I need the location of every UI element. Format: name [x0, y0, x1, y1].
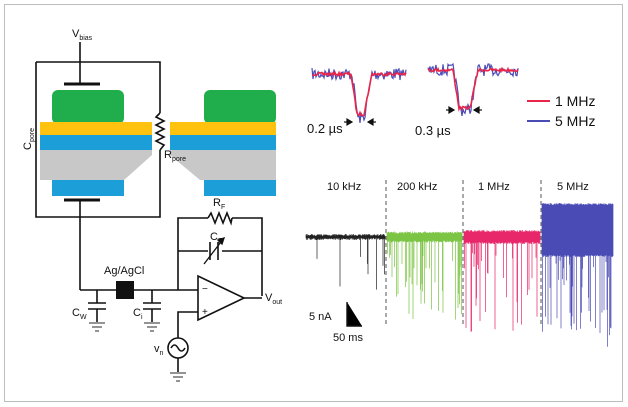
- trace-label-1mhz: 1 MHz: [478, 181, 510, 193]
- pulse-left-width-label: 0.2 µs: [307, 121, 343, 136]
- trace-label-10khz: 10 kHz: [327, 181, 361, 193]
- trace-label-5mhz: 5 MHz: [557, 181, 589, 193]
- legend-label-5mhz: 5 MHz: [555, 113, 595, 129]
- layer-blue-bottom-right: [204, 180, 276, 196]
- pulse-right-1mhz-trace: [427, 66, 519, 112]
- electrode-label: Ag/AgCl: [104, 265, 144, 277]
- cf-label: CF: [210, 231, 222, 245]
- ground-symbols: [89, 322, 186, 382]
- current-traces: [305, 203, 614, 347]
- rpore-label: Rpore: [164, 149, 186, 163]
- nanopore-device: [40, 90, 276, 196]
- layer-blue-left: [40, 135, 152, 150]
- vbias-label: Vbias: [72, 28, 93, 42]
- rpore-resistor: [154, 112, 166, 151]
- opamp-plus-label: +: [202, 307, 208, 318]
- layer-blue-bottom-left: [52, 180, 124, 196]
- scale-bar: [346, 302, 362, 327]
- cf-arrow: [203, 236, 226, 265]
- scale-current-label: 5 nA: [309, 311, 332, 323]
- circuit-wiring: [35, 42, 263, 372]
- rf-resistor: [207, 210, 233, 226]
- trace-dividers: [385, 180, 542, 325]
- pulse-legend: 1 MHz 5 MHz: [527, 93, 595, 129]
- substrate-grey-left: [40, 150, 152, 180]
- pulse-left-1mhz-trace: [311, 70, 407, 117]
- rf-label: RF: [213, 197, 225, 211]
- layer-blue-right: [170, 135, 276, 150]
- membrane-yellow-left: [40, 122, 152, 135]
- vout-label: Vout: [265, 292, 282, 306]
- pulse-right-width-label: 0.3 µs: [415, 123, 451, 138]
- substrate-grey-right: [170, 150, 276, 180]
- ci-label: Ci: [133, 307, 143, 321]
- trace-segment-200khz: [386, 231, 463, 320]
- scale-time-label: 50 ms: [333, 332, 363, 344]
- membrane-yellow-right: [170, 122, 276, 135]
- circuit-labels: Vbias Rpore RF CF Ag/AgCl CW Ci Vout vn …: [22, 28, 282, 357]
- pulse-inset-left: [311, 67, 407, 123]
- cpore-label: Cpore: [22, 128, 36, 150]
- trace-label-200khz: 200 kHz: [397, 181, 437, 193]
- trace-segment-5mhz: [541, 203, 614, 347]
- legend-label-1mhz: 1 MHz: [555, 93, 595, 109]
- trace-segment-10khz: [305, 234, 386, 290]
- cw-label: CW: [72, 307, 87, 321]
- opamp-minus-label: −: [202, 284, 208, 295]
- vn-label: vn: [154, 343, 164, 357]
- op-amp: [197, 274, 246, 322]
- pulse-inset-right: [427, 62, 519, 116]
- ag-agcl-electrode: [116, 281, 134, 299]
- figure-frame: [4, 4, 623, 402]
- electrode-top-right: [204, 90, 276, 124]
- electrode-top-left: [52, 90, 124, 124]
- width-arrows: [344, 105, 482, 127]
- trace-labels: 10 kHz 200 kHz 1 MHz 5 MHz: [327, 181, 589, 193]
- trace-segment-1mhz: [463, 230, 541, 332]
